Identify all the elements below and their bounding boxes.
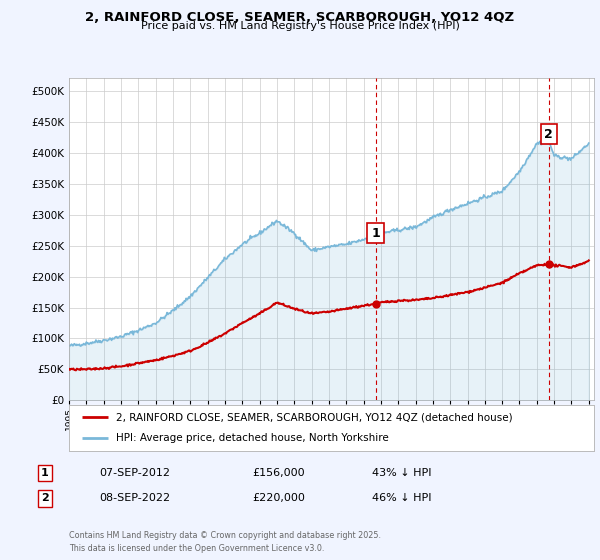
Text: 07-SEP-2012: 07-SEP-2012 <box>99 468 170 478</box>
Text: 2: 2 <box>544 128 553 141</box>
Text: 2, RAINFORD CLOSE, SEAMER, SCARBOROUGH, YO12 4QZ (detached house): 2, RAINFORD CLOSE, SEAMER, SCARBOROUGH, … <box>116 412 513 422</box>
Text: 43% ↓ HPI: 43% ↓ HPI <box>372 468 431 478</box>
Text: £156,000: £156,000 <box>252 468 305 478</box>
Text: HPI: Average price, detached house, North Yorkshire: HPI: Average price, detached house, Nort… <box>116 433 389 444</box>
Text: 2: 2 <box>41 493 49 503</box>
Text: 08-SEP-2022: 08-SEP-2022 <box>99 493 170 503</box>
Text: Contains HM Land Registry data © Crown copyright and database right 2025.
This d: Contains HM Land Registry data © Crown c… <box>69 531 381 553</box>
Text: Price paid vs. HM Land Registry's House Price Index (HPI): Price paid vs. HM Land Registry's House … <box>140 21 460 31</box>
Text: 1: 1 <box>41 468 49 478</box>
Text: 2, RAINFORD CLOSE, SEAMER, SCARBOROUGH, YO12 4QZ: 2, RAINFORD CLOSE, SEAMER, SCARBOROUGH, … <box>85 11 515 24</box>
Text: £220,000: £220,000 <box>252 493 305 503</box>
Text: 1: 1 <box>371 227 380 240</box>
Text: 46% ↓ HPI: 46% ↓ HPI <box>372 493 431 503</box>
